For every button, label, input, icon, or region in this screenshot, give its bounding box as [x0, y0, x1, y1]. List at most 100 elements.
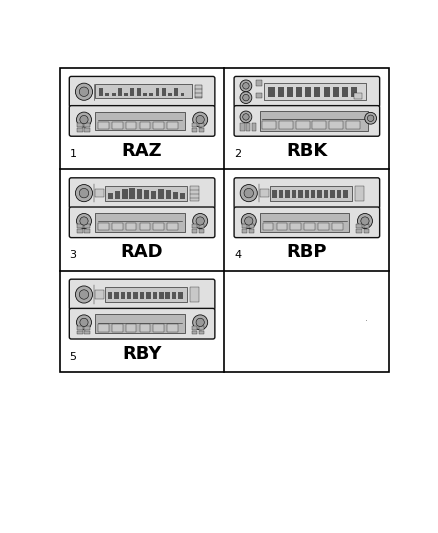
Bar: [265, 83, 366, 100]
Bar: [357, 224, 362, 228]
Bar: [192, 128, 198, 132]
Circle shape: [193, 315, 208, 330]
Bar: [137, 88, 141, 96]
Circle shape: [193, 214, 208, 229]
Bar: [318, 223, 329, 230]
Bar: [77, 229, 83, 233]
Circle shape: [79, 188, 88, 198]
Bar: [152, 292, 157, 299]
Bar: [162, 88, 166, 96]
Bar: [311, 190, 315, 198]
Bar: [277, 223, 287, 230]
Circle shape: [77, 214, 92, 229]
Circle shape: [367, 115, 374, 122]
Bar: [131, 88, 134, 96]
Bar: [60, 68, 389, 372]
Text: .: .: [364, 313, 367, 324]
Circle shape: [77, 112, 92, 127]
FancyBboxPatch shape: [69, 106, 215, 136]
Bar: [199, 128, 205, 132]
Bar: [305, 86, 311, 97]
Bar: [246, 123, 250, 131]
Bar: [355, 185, 364, 200]
Bar: [115, 191, 120, 199]
Bar: [290, 223, 301, 230]
Text: 1: 1: [70, 149, 77, 159]
Bar: [304, 223, 315, 230]
Bar: [112, 223, 123, 230]
Bar: [124, 93, 128, 96]
Bar: [190, 185, 199, 200]
Text: RAD: RAD: [121, 244, 163, 262]
Circle shape: [240, 111, 252, 123]
Bar: [329, 121, 343, 130]
Bar: [354, 93, 362, 99]
Circle shape: [243, 83, 249, 89]
Text: 5: 5: [70, 352, 77, 362]
Bar: [166, 292, 170, 299]
Circle shape: [80, 217, 88, 225]
Bar: [140, 325, 150, 332]
FancyBboxPatch shape: [69, 207, 215, 238]
Text: RBK: RBK: [286, 142, 328, 160]
Circle shape: [240, 80, 252, 92]
Bar: [296, 121, 310, 130]
Bar: [84, 229, 90, 233]
Bar: [173, 192, 178, 199]
FancyBboxPatch shape: [69, 279, 215, 310]
Bar: [330, 190, 335, 198]
Bar: [199, 224, 205, 228]
FancyBboxPatch shape: [234, 76, 380, 107]
Bar: [279, 190, 283, 198]
Bar: [357, 229, 362, 233]
FancyBboxPatch shape: [234, 106, 380, 136]
Bar: [240, 123, 244, 131]
Bar: [155, 88, 159, 96]
Text: RBY: RBY: [122, 345, 162, 363]
Circle shape: [241, 214, 256, 229]
Bar: [112, 93, 116, 96]
Bar: [129, 188, 135, 199]
Circle shape: [240, 184, 258, 201]
Bar: [126, 122, 136, 129]
Bar: [120, 292, 125, 299]
Bar: [199, 326, 205, 329]
Bar: [144, 190, 149, 199]
Circle shape: [240, 92, 252, 103]
Bar: [180, 193, 185, 199]
Bar: [140, 122, 150, 129]
Bar: [106, 93, 110, 96]
Bar: [140, 292, 144, 299]
Bar: [153, 223, 164, 230]
Bar: [77, 326, 83, 329]
Bar: [143, 93, 147, 96]
Bar: [312, 121, 326, 130]
Bar: [364, 229, 369, 233]
Bar: [332, 223, 343, 230]
Bar: [318, 190, 322, 198]
Bar: [242, 224, 247, 228]
Circle shape: [245, 217, 253, 225]
Bar: [167, 122, 178, 129]
Bar: [112, 325, 123, 332]
Bar: [149, 93, 153, 96]
Bar: [180, 93, 184, 96]
Bar: [122, 189, 127, 199]
Bar: [285, 190, 290, 198]
Circle shape: [243, 94, 249, 101]
Bar: [249, 229, 254, 233]
Text: RAZ: RAZ: [122, 142, 162, 160]
FancyBboxPatch shape: [234, 178, 380, 208]
Bar: [192, 330, 198, 334]
Bar: [304, 190, 309, 198]
Bar: [153, 122, 164, 129]
Text: 4: 4: [234, 251, 241, 261]
Bar: [95, 314, 184, 333]
Bar: [108, 292, 112, 299]
Bar: [84, 330, 90, 334]
Bar: [342, 86, 348, 97]
Bar: [98, 325, 109, 332]
Bar: [126, 223, 136, 230]
Bar: [256, 93, 261, 99]
Bar: [140, 223, 150, 230]
